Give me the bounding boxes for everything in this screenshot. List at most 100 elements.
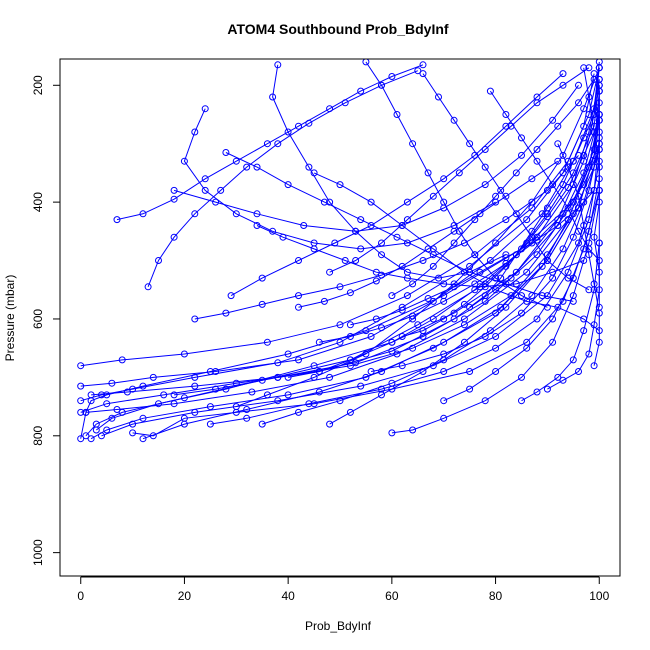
series-line <box>422 73 590 291</box>
data-point <box>378 81 385 89</box>
data-point <box>543 213 551 221</box>
data-point <box>518 151 525 159</box>
data-point <box>419 368 427 375</box>
data-point <box>284 181 292 189</box>
series-line <box>288 79 600 378</box>
data-point <box>497 303 505 311</box>
data-point <box>559 181 567 189</box>
data-point <box>139 210 147 218</box>
data-point <box>191 382 199 390</box>
data-point <box>481 181 489 189</box>
data-point <box>595 64 603 72</box>
data-point <box>595 198 603 206</box>
data-point <box>595 146 603 153</box>
data-point <box>367 198 375 206</box>
data-point <box>460 239 468 247</box>
data-point <box>502 122 510 130</box>
data-point <box>481 163 489 171</box>
data-point <box>502 260 510 267</box>
data-point <box>414 67 422 75</box>
data-point <box>284 373 292 381</box>
series-line <box>194 155 579 320</box>
data-point <box>564 163 572 171</box>
data-point <box>580 134 588 142</box>
data-point <box>232 157 240 165</box>
data-point <box>492 286 500 294</box>
series-line <box>225 152 574 302</box>
series-line <box>443 120 600 402</box>
series-39 <box>295 157 562 311</box>
data-point <box>77 397 85 405</box>
data-point <box>523 268 531 276</box>
data-point <box>222 149 230 156</box>
series-line <box>557 143 600 366</box>
data-point <box>129 420 137 428</box>
data-point <box>144 283 152 291</box>
data-point <box>585 186 593 194</box>
x-tick-label: 0 <box>77 589 84 603</box>
data-point <box>528 227 536 235</box>
data-point <box>139 414 147 422</box>
data-point <box>466 303 474 311</box>
data-point <box>481 292 489 300</box>
data-point <box>160 391 168 399</box>
data-point <box>336 181 344 189</box>
data-point <box>170 195 178 203</box>
data-point <box>585 227 593 235</box>
data-point <box>543 385 551 393</box>
data-point <box>243 406 251 413</box>
data-point <box>523 216 531 224</box>
data-point <box>274 397 282 405</box>
data-point <box>580 315 588 323</box>
data-point <box>543 204 551 212</box>
data-point <box>227 292 235 300</box>
data-point <box>305 400 313 408</box>
data-point <box>554 122 562 130</box>
data-point <box>346 333 354 340</box>
series-line <box>116 64 424 221</box>
chart-title: ATOM4 Southbound Prob_BdyInf <box>227 21 448 37</box>
data-point <box>595 338 603 346</box>
data-point <box>554 222 562 229</box>
series-28 <box>269 61 510 282</box>
y-tick-label: 400 <box>31 192 45 212</box>
data-point <box>549 338 557 346</box>
data-point <box>82 432 90 440</box>
data-point <box>149 373 157 381</box>
data-point <box>180 420 188 428</box>
series-line <box>469 85 600 308</box>
data-point <box>440 198 448 206</box>
data-point <box>585 350 593 358</box>
plot-frame <box>59 58 621 577</box>
data-point <box>258 274 266 282</box>
data-point <box>253 222 261 229</box>
data-point <box>315 388 323 396</box>
data-point <box>564 274 572 282</box>
data-point <box>419 61 427 69</box>
data-point <box>440 368 448 375</box>
series-22 <box>170 111 603 399</box>
data-point <box>466 368 474 375</box>
data-point <box>113 216 121 224</box>
data-point <box>372 268 380 276</box>
data-point <box>409 140 417 148</box>
series-line <box>391 132 600 434</box>
data-point <box>549 181 557 189</box>
data-point <box>585 64 593 72</box>
data-point <box>279 233 287 241</box>
y-tick-label: 200 <box>31 75 45 95</box>
data-point <box>336 321 344 329</box>
x-tick-label: 20 <box>178 589 192 603</box>
data-point <box>372 277 380 285</box>
data-point <box>341 257 349 264</box>
series-line <box>350 190 595 326</box>
data-point <box>310 373 318 381</box>
series-line <box>91 91 600 396</box>
series-line <box>298 160 559 308</box>
data-point <box>419 70 427 78</box>
data-point <box>450 227 458 235</box>
data-point <box>590 362 598 370</box>
data-point <box>492 192 500 200</box>
data-point <box>180 157 188 165</box>
